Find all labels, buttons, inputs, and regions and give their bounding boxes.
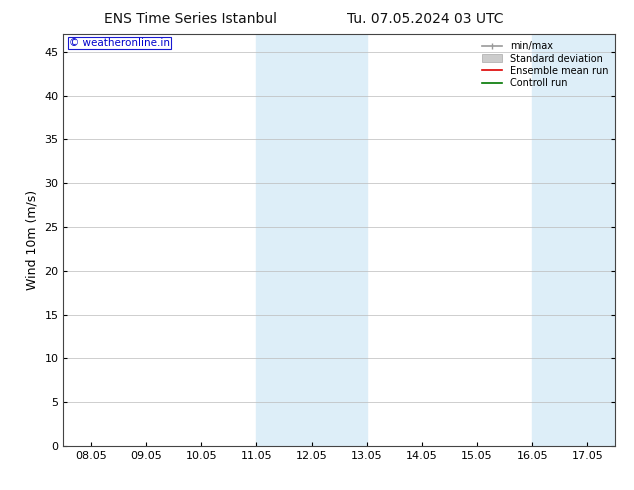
Text: ENS Time Series Istanbul: ENS Time Series Istanbul [104, 12, 276, 26]
Bar [533, 34, 615, 446]
Text: © weatheronline.in: © weatheronline.in [69, 38, 170, 49]
Y-axis label: Wind 10m (m/s): Wind 10m (m/s) [26, 190, 39, 290]
Text: Tu. 07.05.2024 03 UTC: Tu. 07.05.2024 03 UTC [347, 12, 503, 26]
Legend: min/max, Standard deviation, Ensemble mean run, Controll run: min/max, Standard deviation, Ensemble me… [481, 39, 610, 90]
Bar [257, 34, 367, 446]
